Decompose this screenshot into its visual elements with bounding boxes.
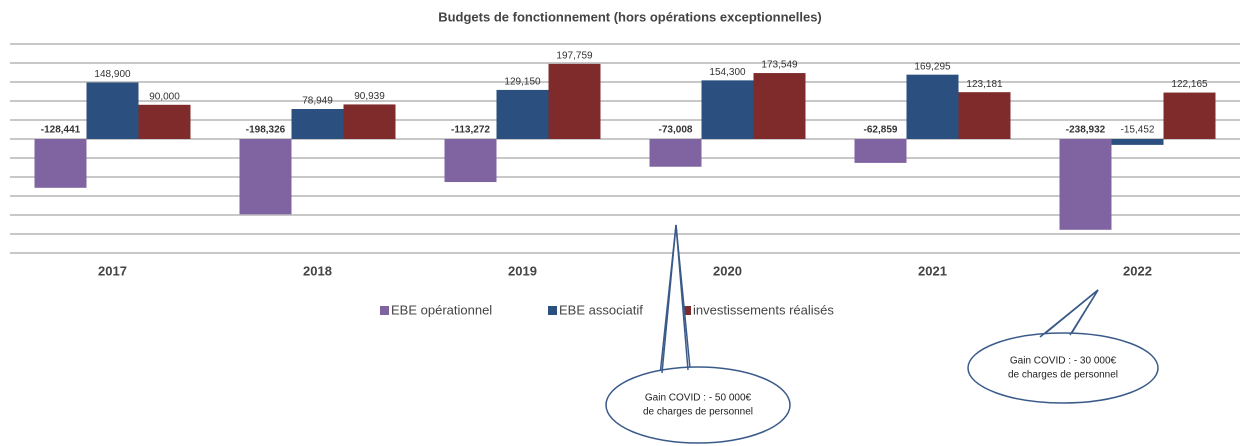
legend-label: EBE opérationnel (391, 302, 492, 317)
x-tick-label: 2021 (918, 263, 947, 278)
bar (649, 139, 702, 167)
bar (239, 139, 292, 215)
legend-label: investissements réalisés (693, 302, 834, 317)
bar (1163, 92, 1216, 139)
data-label: 148,900 (94, 69, 131, 80)
bar (138, 104, 191, 139)
data-label: -113,272 (451, 125, 490, 136)
legend-swatch (380, 306, 389, 315)
data-label: -15,452 (1121, 125, 1155, 136)
annotation-line: de charges de personnel (1008, 370, 1118, 381)
data-label: 197,759 (556, 50, 593, 61)
bar (906, 74, 959, 139)
data-label: 90,000 (149, 91, 180, 102)
data-label: 122,165 (1171, 79, 1208, 90)
data-label: -62,859 (864, 125, 898, 136)
callout: Gain COVID : - 30 000€ de charges de per… (967, 289, 1159, 404)
chart-title: Budgets de fonctionnement (hors opératio… (438, 9, 822, 24)
bar (753, 73, 806, 139)
bar (343, 104, 396, 139)
x-tick-label: 2018 (303, 263, 332, 278)
bar (1059, 139, 1112, 230)
bar (958, 92, 1011, 139)
bar (1111, 139, 1164, 145)
data-label: 78,949 (302, 96, 333, 107)
bar (444, 139, 497, 183)
data-label: 129,150 (504, 77, 541, 88)
legend-swatch (548, 306, 557, 315)
legend-label: EBE associatif (559, 302, 643, 317)
legend: EBE opérationnel EBE associatif investisse… (380, 302, 834, 317)
annotation-line: de charges de personnel (643, 407, 753, 418)
annotation-line: Gain COVID : - 30 000€ (1010, 356, 1117, 367)
x-tick-label: 2020 (713, 263, 742, 278)
data-label: 169,295 (914, 61, 951, 72)
callout-bubble (967, 332, 1159, 404)
bar (701, 80, 754, 139)
bar (34, 139, 87, 188)
data-label: 173,549 (761, 60, 798, 71)
x-tick-label: 2019 (508, 263, 537, 278)
legend-swatch (682, 306, 691, 315)
bar (496, 89, 549, 139)
bar (86, 82, 139, 139)
data-label: -73,008 (659, 125, 693, 136)
data-label: 154,300 (709, 67, 746, 78)
callout: Gain COVID : - 50 000€ de charges de per… (605, 224, 791, 444)
data-label: -198,326 (246, 125, 286, 136)
annotation-line: Gain COVID : - 50 000€ (645, 393, 752, 404)
data-label: -238,932 (1066, 125, 1106, 136)
data-label: 90,939 (354, 91, 385, 102)
data-label: 123,181 (966, 79, 1003, 90)
plot: 2017 -128,441 148,900 90,000 2018 -198,326 78,… (10, 43, 1240, 278)
callout-tail-edge (661, 224, 689, 374)
x-tick-label: 2022 (1123, 263, 1152, 278)
x-tick-label: 2017 (98, 263, 127, 278)
callout-tail-edge (1039, 289, 1099, 338)
bar (854, 139, 907, 163)
bar (291, 108, 344, 139)
data-label: -128,441 (41, 125, 81, 136)
callout-bubble (605, 366, 791, 444)
bar (548, 63, 601, 140)
